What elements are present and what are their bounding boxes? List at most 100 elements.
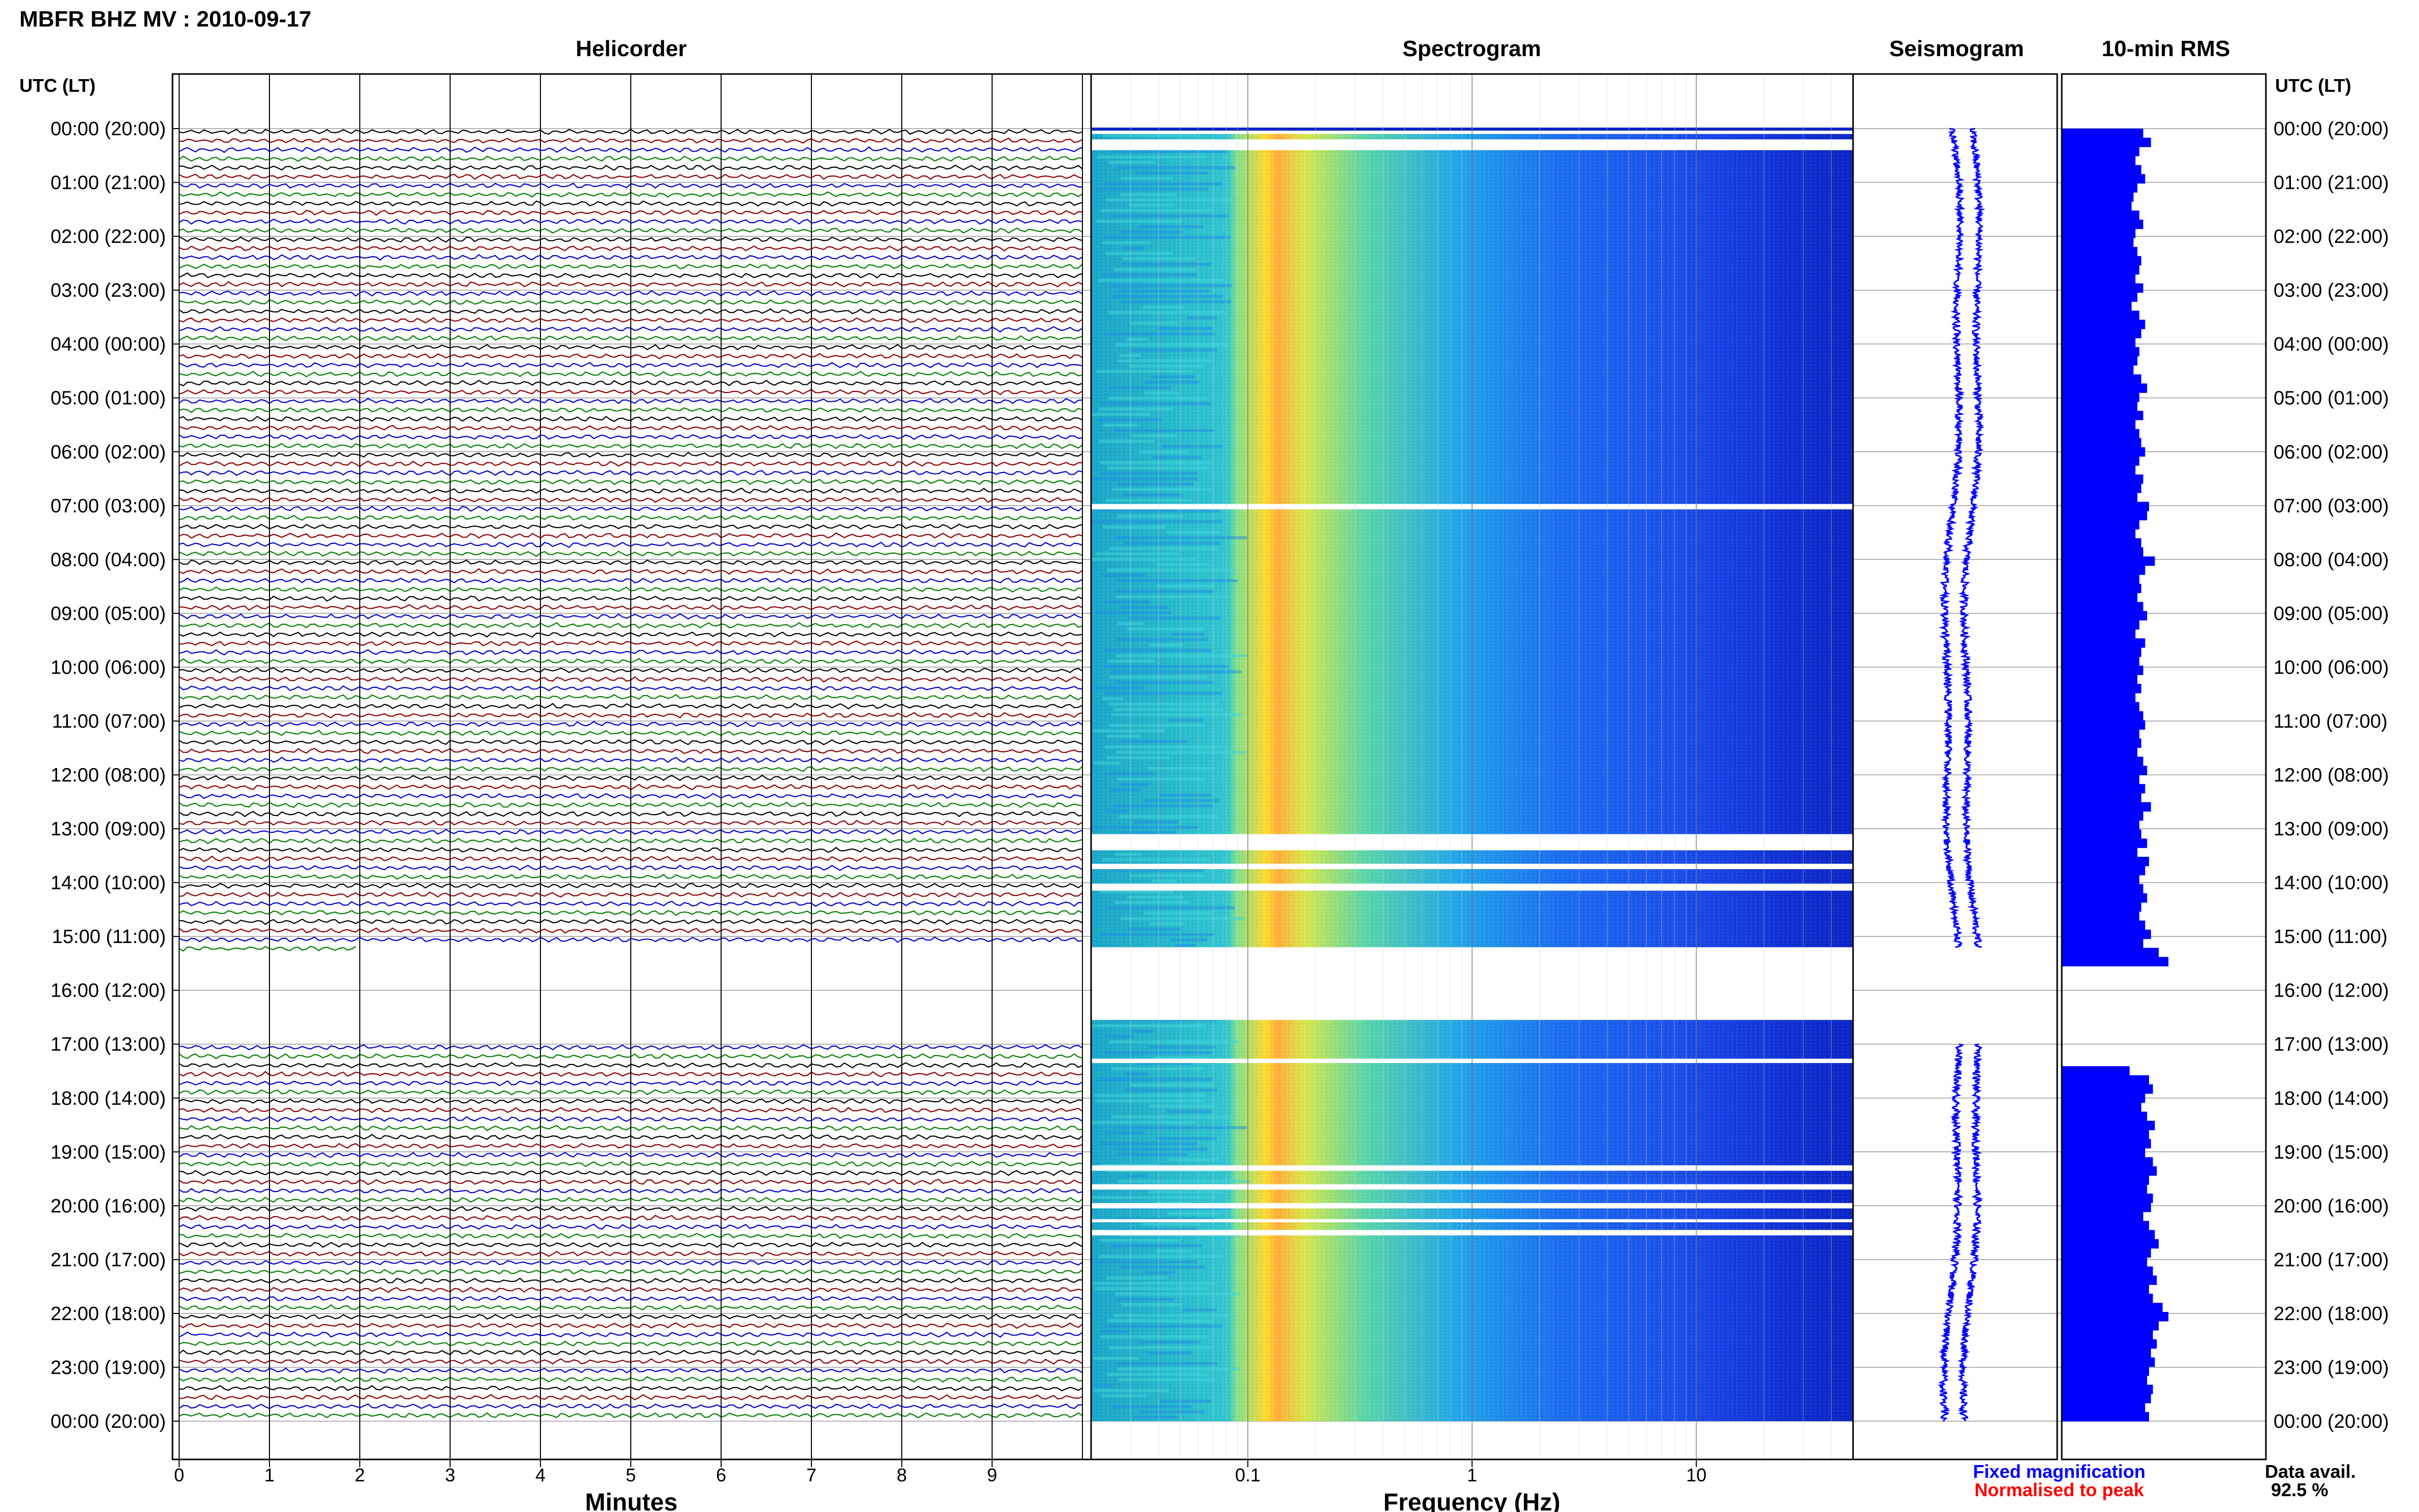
spectrogram-lowfreq-stripe bbox=[1116, 638, 1209, 641]
seismogram-frame bbox=[1852, 73, 2058, 1460]
spectrogram-lowfreq-stripe bbox=[1108, 659, 1155, 663]
spectrogram-lowfreq-stripe bbox=[1115, 589, 1214, 593]
spectrogram-lowfreq-stripe bbox=[1120, 831, 1176, 834]
spectrogram-lowfreq-stripe bbox=[1115, 343, 1229, 346]
spectrogram-lowfreq-stripe bbox=[1167, 1110, 1212, 1113]
spectrogram-lowfreq-stripe bbox=[1093, 1389, 1169, 1392]
spectrogram-lowfreq-stripe bbox=[1145, 1271, 1175, 1274]
rms-bar bbox=[2062, 793, 2141, 803]
time-tick-label-left: 22:00 (18:00) bbox=[51, 1303, 166, 1325]
spectrogram-lowfreq-stripe bbox=[1109, 284, 1232, 287]
rms-bar bbox=[2062, 529, 2136, 539]
rms-bar bbox=[2062, 756, 2143, 766]
panel-title-helicorder: Helicorder bbox=[576, 36, 687, 61]
time-tick-label-left: 06:00 (02:00) bbox=[51, 441, 166, 463]
spectrogram-lowfreq-stripe bbox=[1102, 1324, 1222, 1328]
spectrogram-lowfreq-stripe bbox=[1145, 391, 1179, 395]
spectrogram-lowfreq-stripe bbox=[1106, 734, 1140, 738]
spectrogram-lowfreq-stripe bbox=[1118, 1378, 1216, 1381]
spectrogram-lowfreq-stripe bbox=[1159, 794, 1212, 797]
rms-bar bbox=[2062, 938, 2143, 949]
spectrogram-lowfreq-stripe bbox=[1121, 740, 1187, 743]
frequency-tick-label: 1 bbox=[1467, 1465, 1477, 1485]
spectrogram-lowfreq-stripe bbox=[1167, 531, 1220, 534]
seismogram-envelope-right bbox=[1958, 128, 1986, 948]
spectrogram-lowfreq-stripe bbox=[1100, 1163, 1157, 1167]
time-tick-label-right: 01:00 (21:00) bbox=[2274, 172, 2389, 194]
rms-bar bbox=[2062, 219, 2143, 229]
rms-bar bbox=[2062, 1394, 2151, 1403]
spectrogram-lowfreq-stripe bbox=[1095, 1099, 1204, 1103]
time-tick-label-right: 12:00 (08:00) bbox=[2274, 765, 2389, 786]
spectrogram-lowfreq-stripe bbox=[1097, 279, 1225, 282]
spectrogram-lowfreq-stripe bbox=[1117, 166, 1236, 169]
spectrogram-lowfreq-stripe bbox=[1098, 439, 1154, 443]
spectrogram-lowfreq-stripe bbox=[1126, 1072, 1150, 1076]
rms-bar bbox=[2062, 137, 2151, 147]
helicorder-traces bbox=[179, 74, 1083, 1459]
spectrogram-lowfreq-stripe bbox=[1121, 1303, 1182, 1306]
time-tick-label-left: 13:00 (09:00) bbox=[51, 819, 166, 840]
rms-bar bbox=[2062, 720, 2145, 730]
rms-bar bbox=[2062, 665, 2143, 675]
spectrogram-lowfreq-stripe bbox=[1113, 214, 1228, 218]
spectrogram-lowfreq-stripe bbox=[1092, 826, 1199, 829]
rms-bar bbox=[2062, 692, 2136, 703]
time-tick-label-left: 04:00 (00:00) bbox=[51, 334, 166, 355]
spectrogram-lowfreq-stripe bbox=[1091, 1196, 1216, 1199]
rms-bar bbox=[2062, 1330, 2153, 1340]
spectrogram-lowfreq-stripe bbox=[1121, 262, 1211, 266]
spectrogram-lowfreq-stripe bbox=[1115, 579, 1238, 582]
rms-bar bbox=[2062, 875, 2139, 885]
spectrogram-lowfreq-stripe bbox=[1130, 1083, 1215, 1086]
spectrogram-lowfreq-stripe bbox=[1114, 1313, 1234, 1317]
time-tick-label-left: 01:00 (21:00) bbox=[51, 172, 166, 194]
spectrogram-lowfreq-stripe bbox=[1137, 1061, 1193, 1065]
spectrogram-lowfreq-stripe bbox=[1149, 1104, 1217, 1108]
spectrogram-lowfreq-stripe bbox=[1151, 375, 1195, 379]
rms-bar bbox=[2062, 656, 2139, 666]
spectrogram-lowfreq-stripe bbox=[1128, 928, 1182, 931]
spectrogram-lowfreq-stripe bbox=[1105, 198, 1236, 202]
spectrogram-lowfreq-stripe bbox=[1175, 944, 1197, 947]
spectrogram-lowfreq-stripe bbox=[1187, 316, 1217, 319]
spectrogram-lowfreq-stripe bbox=[1094, 611, 1171, 614]
spectrogram-lowfreq-stripe bbox=[1093, 729, 1166, 733]
spectrogram-lowfreq-stripe bbox=[1168, 718, 1204, 722]
rms-bar bbox=[2062, 565, 2145, 575]
legend-fixed-magnification: Fixed magnification bbox=[1973, 1461, 2145, 1482]
rms-bar bbox=[2062, 329, 2141, 338]
minute-tick-label: 6 bbox=[716, 1465, 726, 1485]
time-tick-label-left: 18:00 (14:00) bbox=[51, 1088, 166, 1109]
rms-bar bbox=[2062, 902, 2141, 912]
spectrogram-lowfreq-stripe bbox=[1143, 381, 1200, 384]
frequency-tick-label: 10 bbox=[1686, 1465, 1707, 1485]
time-tick-label-right: 17:00 (13:00) bbox=[2274, 1034, 2389, 1055]
rms-bar bbox=[2062, 911, 2139, 921]
spectrogram-lowfreq-stripe bbox=[1162, 445, 1223, 449]
rms-bar bbox=[2062, 165, 2141, 175]
spectrogram-lowfreq-stripe bbox=[1114, 429, 1215, 432]
spectrogram-lowfreq-stripe bbox=[1120, 917, 1244, 921]
rms-bar bbox=[2062, 620, 2139, 630]
spectrogram-lowfreq-stripe bbox=[1142, 1223, 1202, 1226]
spectrogram-lowfreq-stripe bbox=[1149, 922, 1184, 926]
spectrogram-lowfreq-stripe bbox=[1168, 1212, 1221, 1216]
rms-bar bbox=[2062, 1266, 2153, 1276]
rms-bar bbox=[2062, 201, 2132, 211]
time-tick-label-right: 22:00 (18:00) bbox=[2274, 1303, 2389, 1325]
rms-bar bbox=[2062, 865, 2145, 876]
rms-bar bbox=[2062, 1221, 2149, 1231]
rms-bar bbox=[2062, 511, 2148, 520]
spectrogram-lowfreq-stripe bbox=[1096, 187, 1209, 191]
spectrogram-lowfreq-stripe bbox=[1118, 359, 1212, 362]
time-tick-label-left: 23:00 (19:00) bbox=[51, 1357, 166, 1378]
rms-bar bbox=[2062, 229, 2136, 238]
station-title: MBFR BHZ MV : 2010-09-17 bbox=[19, 7, 311, 32]
rms-bar bbox=[2062, 1384, 2153, 1395]
minute-tick-label: 9 bbox=[987, 1465, 997, 1485]
spectrogram-lowfreq-stripe bbox=[1106, 809, 1128, 813]
time-tick-label-left: 08:00 (04:00) bbox=[51, 549, 166, 571]
spectrogram-lowfreq-stripe bbox=[1114, 150, 1227, 154]
rms-bar bbox=[2062, 811, 2143, 821]
